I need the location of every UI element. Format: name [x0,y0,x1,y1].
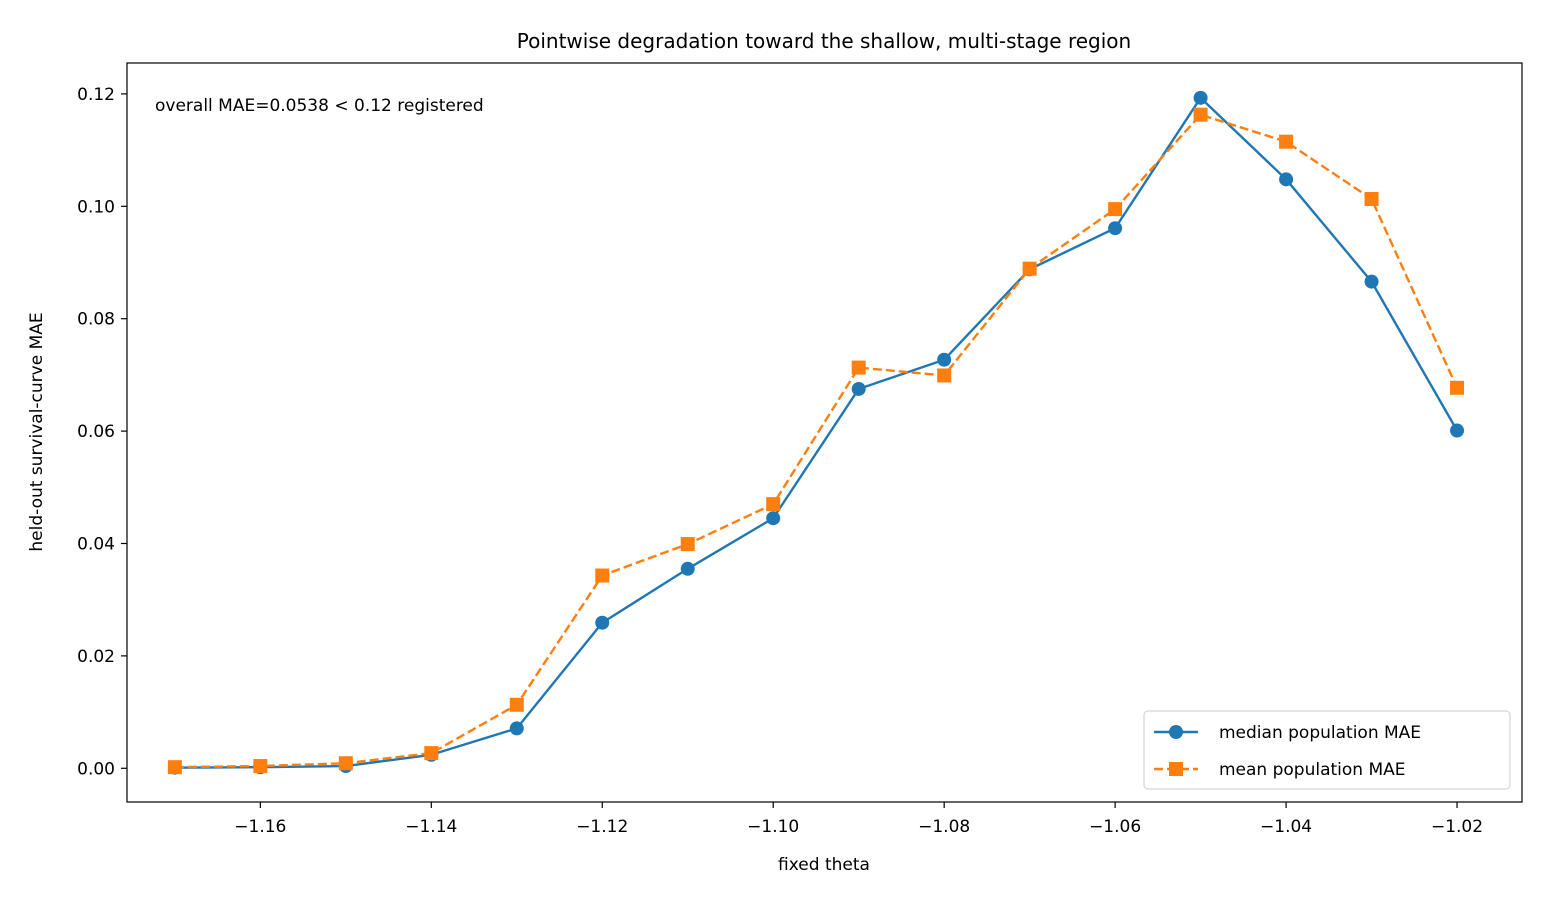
legend-item-median: median population MAE [1154,723,1421,743]
series-mean-point [509,697,524,712]
x-tick-label: −1.14 [405,817,457,837]
y-tick-label: 0.08 [77,310,115,330]
series-median-point [595,615,610,630]
y-tick-label: 0.02 [77,647,115,667]
y-axis-label: held-out survival-curve MAE [27,312,47,551]
legend-marker-mean [1169,762,1183,776]
series-median-point [509,721,524,736]
series-layer [167,90,1465,775]
series-mean-point [1279,134,1294,149]
legend-label-mean: mean population MAE [1219,760,1406,780]
series-median-line [174,96,1459,769]
y-tick-label: 0.04 [77,534,115,554]
series-mean-point [1364,191,1379,206]
series-mean-point [1193,107,1208,122]
x-tick-label: −1.04 [1260,817,1312,837]
series-mean-point [680,537,695,552]
plot-frame [126,62,1523,803]
series-mean-point [1108,202,1123,217]
y-axis: 0.00 0.02 0.04 0.06 0.08 0.10 0.12 [77,85,127,779]
chart-title: Pointwise degradation toward the shallow… [517,29,1131,53]
series-median-point [1364,274,1379,289]
series-median-point [851,381,866,396]
series-mean-point [595,568,610,583]
y-tick-label: 0.10 [77,197,115,217]
x-tick-label: −1.10 [747,817,799,837]
series-mean [167,107,1465,775]
x-tick-label: −1.02 [1431,817,1483,837]
series-mean-point [851,360,866,375]
y-tick-label: 0.06 [77,422,115,442]
series-mean-point [338,756,353,771]
series-mean-point [766,497,781,512]
legend: median population MAE mean population MAE [1143,710,1511,790]
series-median-point [937,352,952,367]
x-axis: −1.16 −1.14 −1.12 −1.10 −1.08 −1.06 −1.04 −1.02 [234,802,1483,837]
x-tick-label: −1.12 [576,817,628,837]
series-mean-point [253,759,268,774]
series-mean-point [937,368,952,383]
series-mean-point [167,760,182,775]
series-mean-point [424,746,439,761]
legend-marker-median [1169,725,1183,739]
series-median-point [1108,221,1123,236]
series-mean-line [174,113,1459,769]
series-median-point [1279,172,1294,187]
y-tick-label: 0.00 [77,759,115,779]
legend-item-mean: mean population MAE [1154,760,1406,780]
series-mean-point [1022,261,1037,276]
x-tick-label: −1.06 [1089,817,1141,837]
legend-box [1143,710,1511,790]
series-median-point [680,561,695,576]
series-median-point [766,511,781,526]
series-median-point [1193,90,1208,105]
x-tick-label: −1.08 [918,817,970,837]
series-mean-point [1450,380,1465,395]
legend-label-median: median population MAE [1219,723,1421,743]
x-axis-label: fixed theta [778,855,870,875]
plot-area [127,63,1522,802]
series-median-point [1450,423,1465,438]
y-tick-label: 0.12 [77,85,115,105]
x-tick-label: −1.16 [234,817,286,837]
overall-mae-annotation: overall MAE=0.0538 < 0.12 registered [155,96,484,116]
